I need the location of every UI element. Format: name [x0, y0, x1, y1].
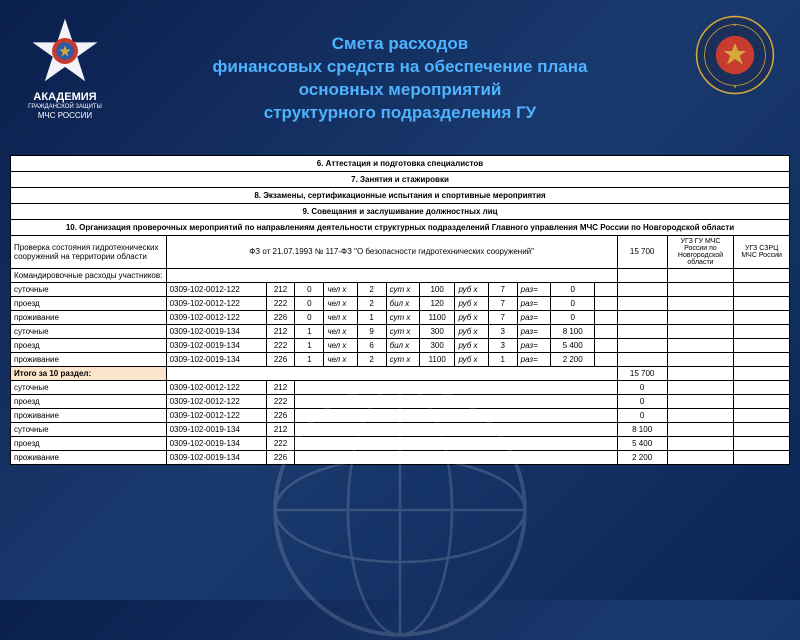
academy-label: АКАДЕМИЯ ГРАЖДАНСКОЙ ЗАЩИТЫ МЧС РОССИИ [28, 91, 102, 121]
col-org1: УГЗ ГУ МЧС России по Новгородской област… [667, 235, 734, 268]
seal-icon: ★ ★ [695, 15, 775, 95]
table-row: проезд0309-102-0019-1342221чел х6бил х30… [11, 338, 790, 352]
section-9: 9. Совещания и заслушивание должностных … [11, 203, 790, 219]
col-desc: Проверка состояния гидротехнических соор… [11, 235, 167, 268]
col-ref: ФЗ от 21.07.1993 № 117-ФЗ "О безопасност… [166, 235, 617, 268]
table-row: суточные0309-102-0012-1222120чел х2сут х… [11, 282, 790, 296]
table-row: проживание0309-102-0012-1222260чел х1сут… [11, 310, 790, 324]
col-org2: УГЗ СЗРЦ МЧС России [734, 235, 790, 268]
table-row: проезд0309-102-0012-1222220чел х2бил х12… [11, 296, 790, 310]
table-row: проживание0309-102-0019-1342261чел х2сут… [11, 352, 790, 366]
section-10: 10. Организация проверочных мероприятий … [11, 219, 790, 235]
section-8: 8. Экзамены, сертификационные испытания … [11, 187, 790, 203]
watermark-globe [270, 380, 530, 640]
logo-right: ★ ★ [690, 15, 780, 95]
section-6: 6. Аттестация и подготовка специалистов [11, 155, 790, 171]
svg-text:★: ★ [733, 84, 737, 89]
itog-row: Итого за 10 раздел: 15 700 [11, 366, 790, 380]
header: АКАДЕМИЯ ГРАЖДАНСКОЙ ЗАЩИТЫ МЧС РОССИИ С… [0, 0, 800, 135]
col-total-top: 15 700 [617, 235, 667, 268]
logo-left: АКАДЕМИЯ ГРАЖДАНСКОЙ ЗАЩИТЫ МЧС РОССИИ [20, 15, 110, 121]
svg-text:★: ★ [733, 22, 737, 27]
section-7: 7. Занятия и стажировки [11, 171, 790, 187]
page-title: Смета расходов финансовых средств на обе… [110, 15, 690, 125]
table-row: суточные0309-102-0019-1342121чел х9сут х… [11, 324, 790, 338]
kom-row: Командировочные расходы участников: [11, 268, 790, 282]
emblem-icon [29, 15, 101, 87]
